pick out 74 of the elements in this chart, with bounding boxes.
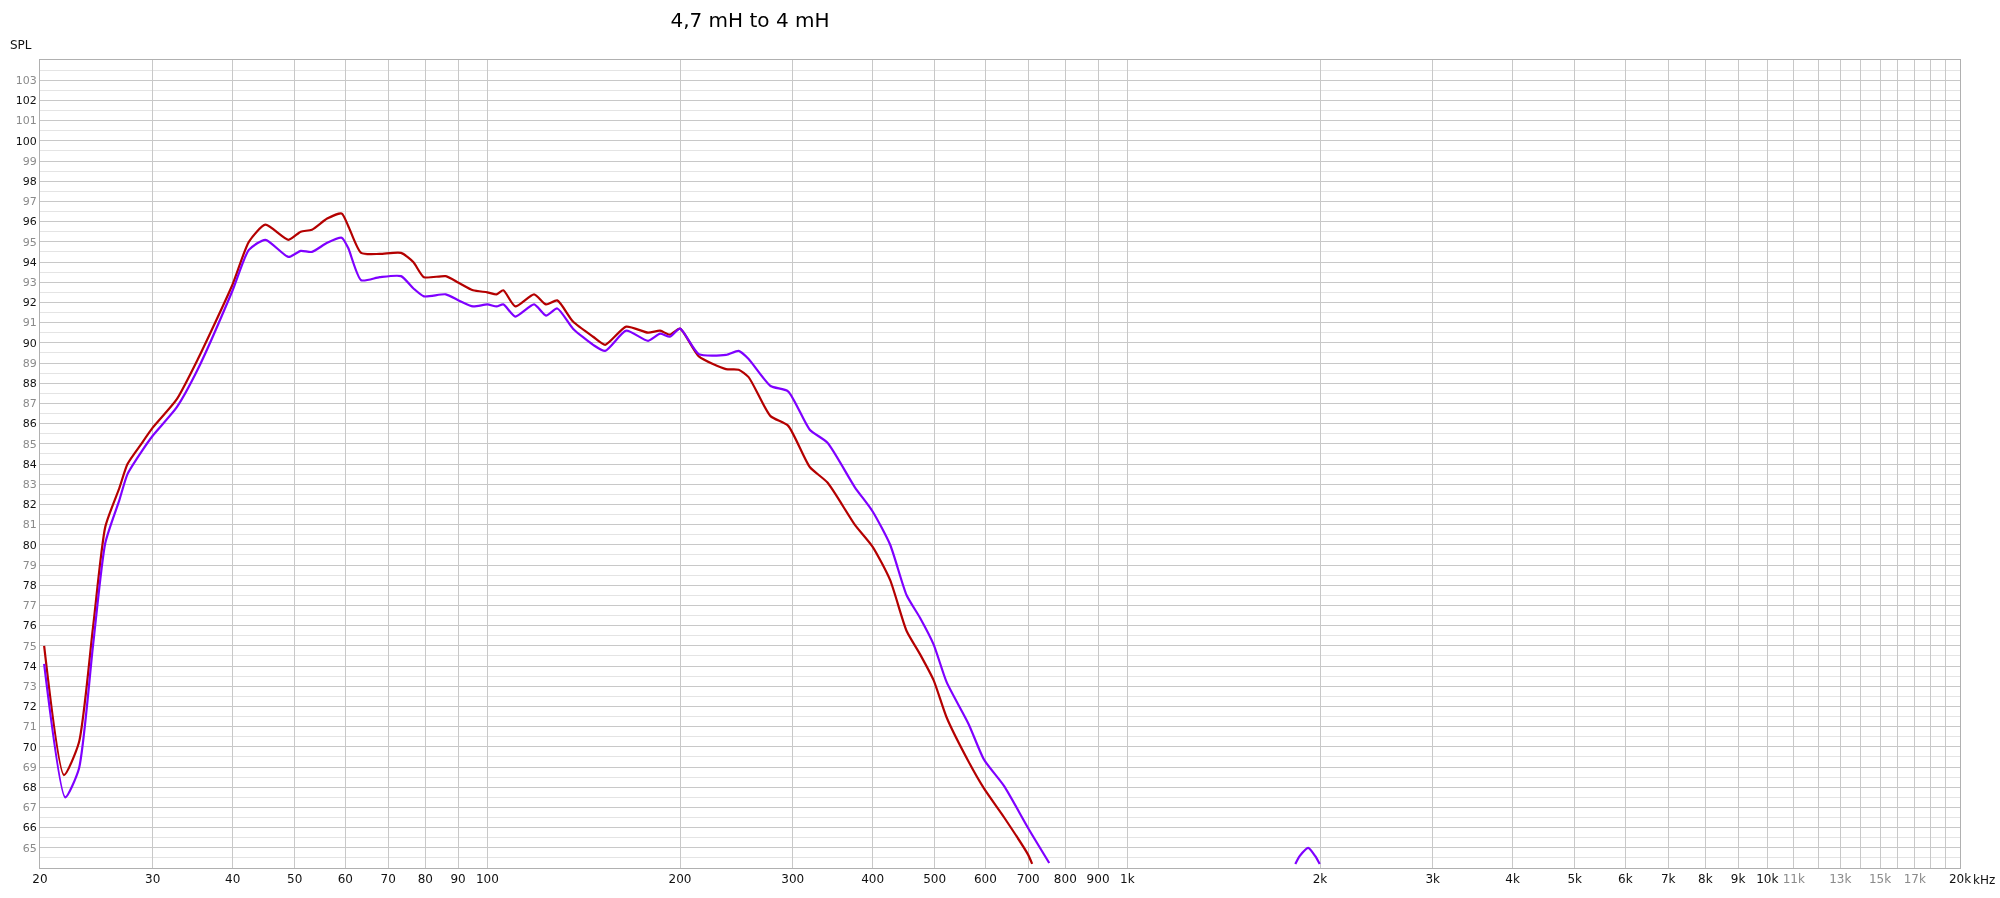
y-tick-label: 79 <box>22 558 37 572</box>
y-tick-label: 102 <box>15 94 37 108</box>
y-tick-label: 76 <box>22 619 37 633</box>
y-tick-label: 72 <box>22 700 37 714</box>
y-tick-label: 74 <box>22 659 37 673</box>
x-tick-label: 500 <box>923 872 947 887</box>
x-tick-label: 40 <box>225 872 241 887</box>
y-tick-label: 88 <box>22 377 37 391</box>
y-tick-label: 75 <box>22 639 37 653</box>
chart-title: 4,7 mH to 4 mH <box>670 8 830 33</box>
y-tick-label: 78 <box>22 579 37 593</box>
x-tick-label: 50 <box>287 872 303 887</box>
y-tick-label: 69 <box>22 760 37 774</box>
x-tick-label: 7k <box>1660 872 1676 887</box>
x-tick-label: 9k <box>1730 872 1746 887</box>
x-tick-label: 400 <box>861 872 885 887</box>
y-tick-label: 65 <box>22 841 37 855</box>
y-tick-label: 100 <box>15 134 37 148</box>
y-tick-label: 93 <box>22 276 37 290</box>
x-tick-label: 200 <box>668 872 692 887</box>
y-tick-label: 70 <box>22 740 37 754</box>
y-tick-label: 86 <box>22 417 37 431</box>
y-tick-label: 95 <box>22 235 37 249</box>
y-tick-label: 87 <box>22 397 37 411</box>
y-tick-label: 103 <box>15 74 37 88</box>
x-tick-label: 30 <box>145 872 161 887</box>
x-tick-label: 11k <box>1782 872 1805 887</box>
x-tick-label: 1k <box>1120 872 1135 887</box>
x-tick-label: 20 <box>32 872 48 887</box>
x-tick-label: 13k <box>1829 872 1852 887</box>
y-tick-label: 73 <box>22 680 37 694</box>
x-tick-label: 90 <box>450 872 466 887</box>
y-tick-label: 89 <box>22 356 37 370</box>
y-tick-label: 92 <box>22 296 37 310</box>
y-tick-label: 99 <box>22 154 37 168</box>
x-tick-label: 6k <box>1618 872 1633 887</box>
y-tick-label: 101 <box>15 114 37 128</box>
y-tick-label: 84 <box>22 457 37 471</box>
x-tick-label: 600 <box>973 872 997 887</box>
x-tick-label: 60 <box>337 872 353 887</box>
y-tick-label: 90 <box>22 336 37 350</box>
x-tick-label: 2k <box>1312 872 1328 887</box>
x-tick-label: 300 <box>781 872 805 887</box>
x-tick-label: 20k <box>1948 872 1972 887</box>
y-tick-label: 91 <box>22 316 37 330</box>
y-tick-label: 85 <box>22 437 37 451</box>
x-tick-label: 700 <box>1016 872 1040 887</box>
y-tick-label: 81 <box>22 518 37 532</box>
x-tick-label: 8k <box>1698 872 1713 887</box>
y-tick-label: 94 <box>22 255 37 269</box>
y-tick-label: 80 <box>22 538 37 552</box>
y-tick-label: 82 <box>22 498 37 512</box>
x-tick-label: 3k <box>1425 872 1441 887</box>
y-tick-label: 98 <box>22 175 37 189</box>
y-tick-label: 67 <box>22 801 37 815</box>
x-tick-label: 15k <box>1868 872 1892 887</box>
y-tick-label: 83 <box>22 478 37 492</box>
x-tick-label: 10k <box>1756 872 1779 887</box>
x-tick-label: 800 <box>1053 872 1077 887</box>
y-tick-label: 71 <box>22 720 37 734</box>
x-tick-label: 80 <box>417 872 433 887</box>
y-tick-label: 97 <box>22 195 37 209</box>
x-tick-label: 100 <box>475 872 499 887</box>
x-tick-label: 900 <box>1086 872 1110 887</box>
x-axis-title: kHz <box>1973 873 1996 887</box>
x-tick-label: 70 <box>380 872 396 887</box>
x-tick-label: 17k <box>1903 872 1926 887</box>
y-tick-label: 96 <box>22 215 37 229</box>
y-tick-label: 66 <box>22 821 37 835</box>
y-tick-label: 77 <box>22 599 37 613</box>
y-tick-label: 68 <box>22 781 37 795</box>
x-tick-label: 5k <box>1567 872 1583 887</box>
y-axis-title: SPL <box>10 38 32 52</box>
x-tick-label: 4k <box>1505 872 1520 887</box>
